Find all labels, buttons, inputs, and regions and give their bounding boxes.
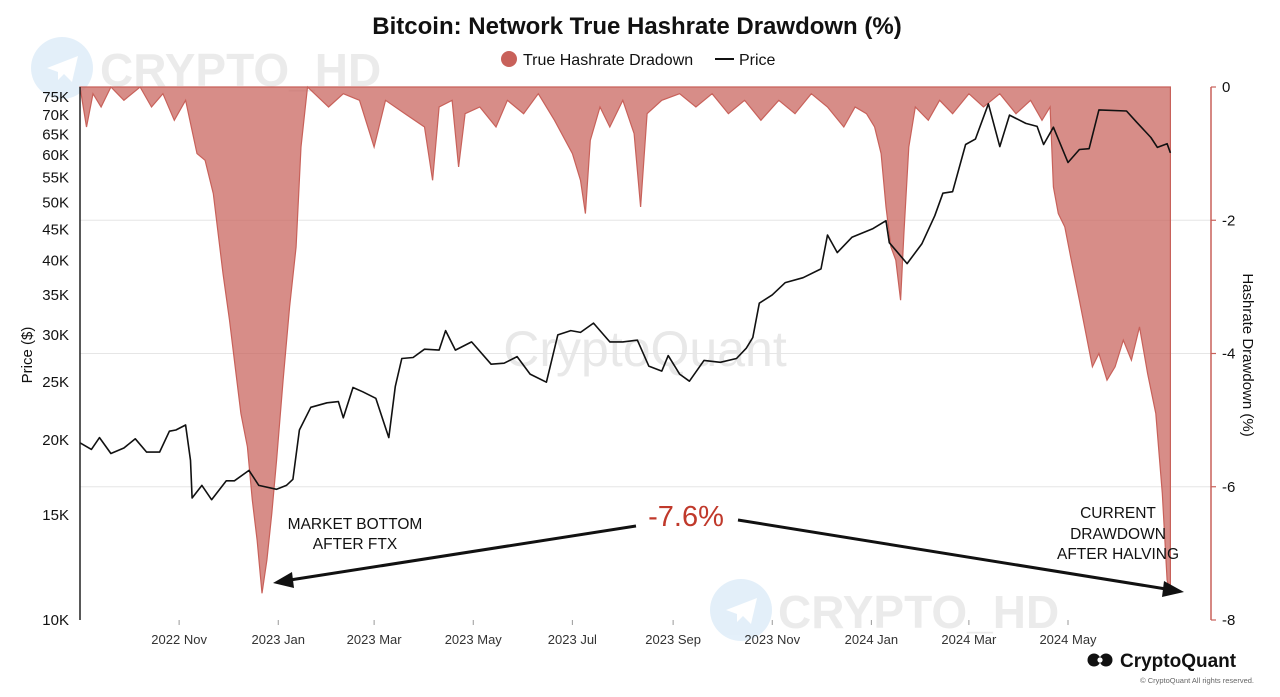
watermark-crypto-hd-bottom: CRYPTO_HD [778, 586, 1059, 638]
series-drawdown-area [79, 85, 1171, 594]
right-tick-label: -6 [1222, 479, 1235, 496]
left-tick-label: 60K [42, 147, 69, 164]
right-axis-title: Hashrate Drawdown (%) [1239, 273, 1256, 436]
x-tick-label: 2024 May [1039, 632, 1097, 647]
x-tick-label: 2022 Nov [151, 632, 207, 647]
left-tick-label: 50K [42, 194, 69, 211]
legend-label-price[interactable]: Price [739, 52, 776, 69]
x-tick-label: 2023 Jul [548, 632, 597, 647]
watermark-bottom: CRYPTO_HD [710, 579, 1059, 641]
arrow-right-shaft [737, 518, 1167, 591]
x-tick-label: 2023 Sep [645, 632, 701, 647]
x-tick-label: 2024 Jan [845, 632, 899, 647]
x-tick-label: 2023 May [445, 632, 503, 647]
x-tick-label: 2023 Mar [347, 632, 403, 647]
x-tick-label: 2024 Mar [941, 632, 997, 647]
right-tick-label: -8 [1222, 612, 1235, 629]
left-tick-label: 30K [42, 327, 69, 344]
left-tick-label: 65K [42, 126, 69, 143]
annotation-market-bottom-line2: AFTER FTX [313, 536, 398, 553]
logo-text: CryptoQuant [1120, 651, 1237, 672]
left-tick-label: 55K [42, 170, 69, 187]
left-tick-label: 40K [42, 252, 69, 269]
left-tick-label: 45K [42, 222, 69, 239]
left-tick-label: 35K [42, 287, 69, 304]
copyright-text: © CryptoQuant All rights reserved. [1140, 676, 1254, 685]
annotation-arrows [273, 518, 1184, 597]
legend-area-swatch [501, 51, 517, 67]
x-tick-label: 2023 Jan [252, 632, 306, 647]
annotation-market-bottom-line1: MARKET BOTTOM [288, 516, 423, 533]
right-axis-ticks: 0 -2 -4 -6 -8 [1211, 79, 1235, 629]
x-tick-label: 2023 Nov [744, 632, 800, 647]
right-tick-label: 0 [1222, 79, 1230, 96]
arrow-right-head [1162, 581, 1184, 597]
chart-title: Bitcoin: Network True Hashrate Drawdown … [372, 13, 901, 40]
annotation-current-line1: CURRENT [1080, 505, 1156, 522]
right-tick-label: -4 [1222, 346, 1235, 363]
annotation-drawdown-value: -7.6% [648, 501, 724, 533]
legend: True Hashrate Dradown Price [501, 51, 776, 69]
left-tick-label: 15K [42, 507, 69, 524]
left-tick-label: 70K [42, 107, 69, 124]
left-tick-label: 20K [42, 432, 69, 449]
left-axis-title: Price ($) [19, 327, 36, 384]
x-axis-ticks: 2022 Nov 2023 Jan 2023 Mar 2023 May 2023 Jul… [151, 620, 1097, 647]
drawdown-area-layer [79, 85, 1171, 594]
left-tick-label: 10K [42, 612, 69, 629]
arrow-left-head [273, 572, 294, 588]
left-tick-label: 75K [42, 89, 69, 106]
right-tick-label: -2 [1222, 212, 1235, 229]
annotation-current-line3: AFTER HALVING [1057, 546, 1179, 563]
left-tick-label: 25K [42, 374, 69, 391]
annotation-current-line2: DRAWDOWN [1070, 526, 1166, 543]
legend-label-drawdown[interactable]: True Hashrate Dradown [523, 52, 693, 69]
cryptoquant-logo: CryptoQuant [1087, 651, 1237, 672]
logo-mark-icon [1087, 653, 1101, 667]
series-price-line [79, 103, 1172, 501]
watermark-cryptoquant: CryptoQuant [503, 321, 787, 377]
arrow-left-shaft [289, 524, 637, 582]
price-line-layer [79, 103, 1172, 501]
left-axis-ticks: 10K 15K 20K 25K 30K 35K 40K 45K 50K 55K 60K 65K 70K7… [42, 89, 69, 629]
